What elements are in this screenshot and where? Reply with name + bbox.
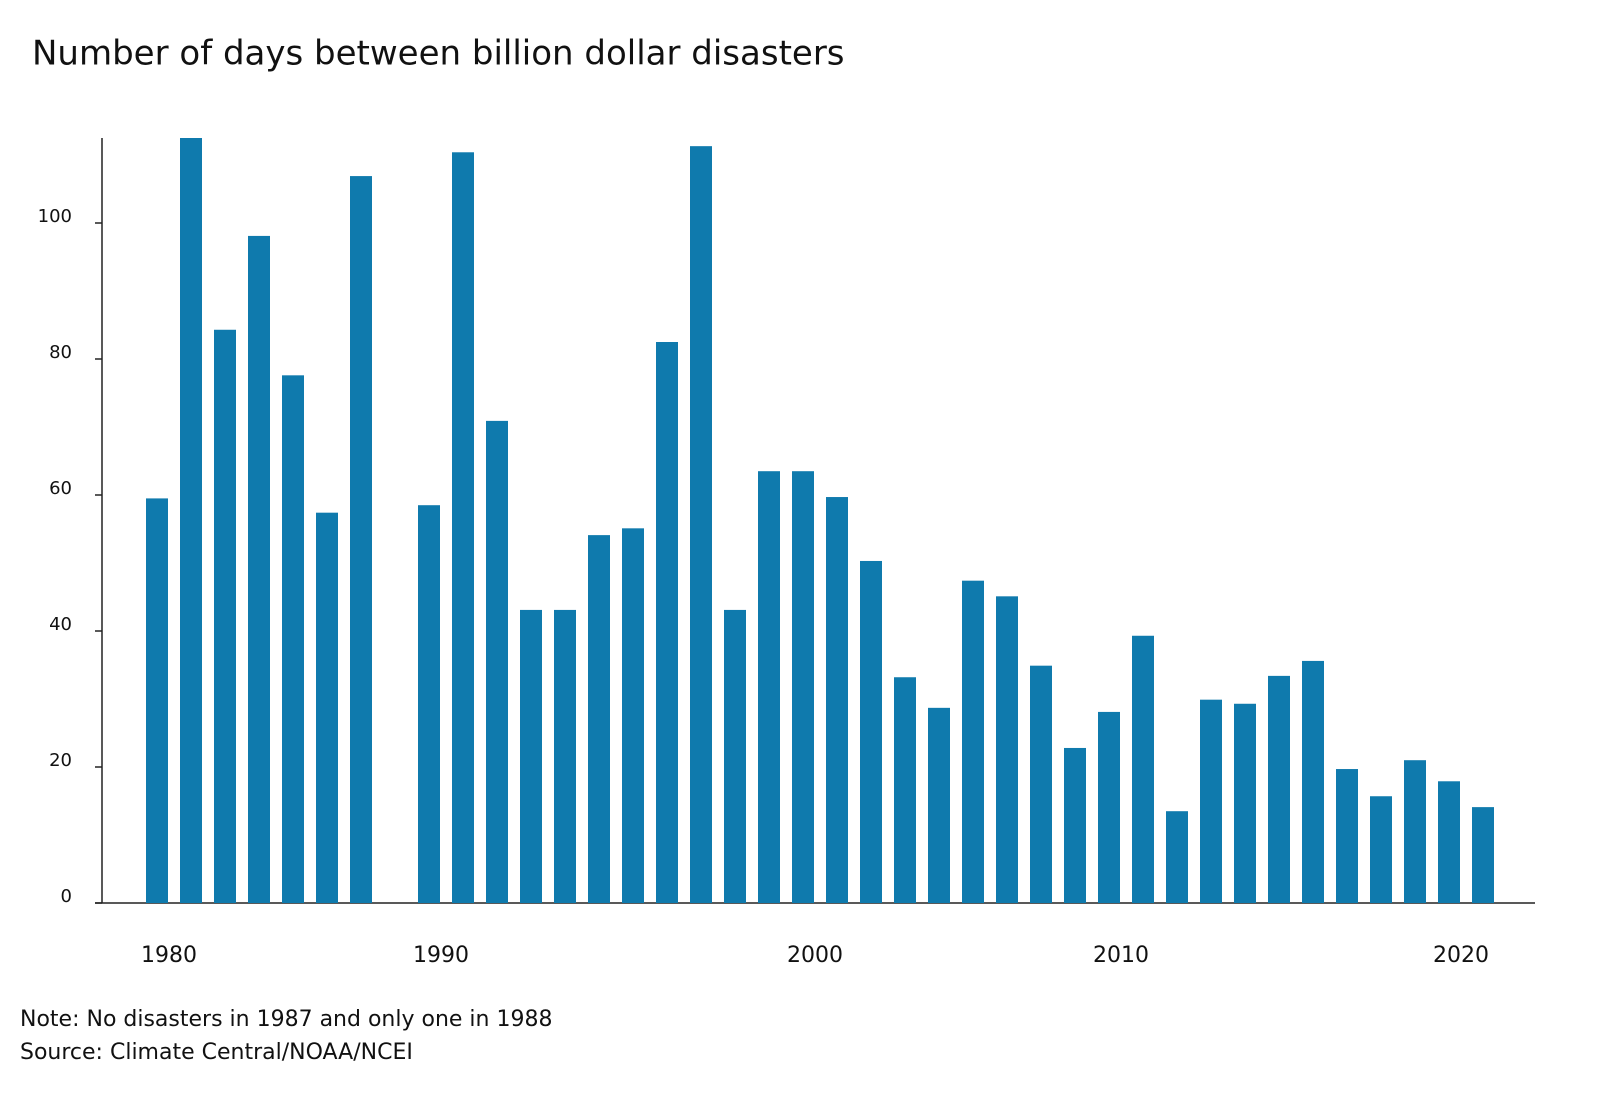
bar [1064, 747, 1086, 903]
bar [1404, 760, 1426, 903]
x-tick-label: 1980 [141, 943, 197, 968]
note: Note: No disasters in 1987 and only one … [20, 1007, 552, 1032]
bar [1166, 811, 1188, 903]
bar [962, 580, 984, 903]
bar [248, 235, 270, 904]
bar [554, 609, 576, 903]
bar [1132, 635, 1154, 903]
source: Source: Climate Central/NOAA/NCEI [20, 1040, 413, 1065]
bar [1472, 807, 1494, 903]
x-tick-label: 2010 [1093, 943, 1149, 968]
bar [486, 420, 508, 903]
bar [996, 596, 1018, 903]
bar [622, 528, 644, 903]
bar [316, 512, 338, 903]
y-tick-label: 40 [49, 614, 72, 635]
bar [350, 176, 372, 903]
bar [894, 677, 916, 903]
bar [1234, 703, 1256, 903]
bar [214, 329, 236, 903]
bar [282, 375, 304, 903]
bar [1438, 781, 1460, 903]
bar [1302, 660, 1324, 903]
x-tick-label: 2000 [787, 943, 843, 968]
bar [588, 535, 610, 903]
bar [1370, 796, 1392, 903]
y-tick-label: 100 [38, 206, 72, 227]
bar [520, 609, 542, 903]
bar [146, 498, 168, 903]
bar [928, 707, 950, 903]
bar [1200, 699, 1222, 903]
y-tick-label: 60 [49, 478, 72, 499]
y-tick-label: 0 [61, 886, 72, 907]
bar [690, 146, 712, 903]
bar [1268, 675, 1290, 903]
bar [452, 152, 474, 903]
y-tick-label: 20 [49, 750, 72, 771]
bar [1336, 769, 1358, 903]
bar [418, 505, 440, 903]
bar [724, 609, 746, 903]
x-tick-label: 2020 [1433, 943, 1489, 968]
bar [1030, 665, 1052, 903]
bar [826, 497, 848, 903]
x-tick-label: 1990 [413, 943, 469, 968]
bar [758, 471, 780, 903]
bar [656, 342, 678, 903]
bar [792, 471, 814, 903]
bar [1098, 711, 1120, 903]
bar [180, 138, 202, 903]
bar [860, 560, 882, 903]
chart-title: Number of days between billion dollar di… [32, 34, 845, 74]
y-tick-label: 80 [49, 342, 72, 363]
